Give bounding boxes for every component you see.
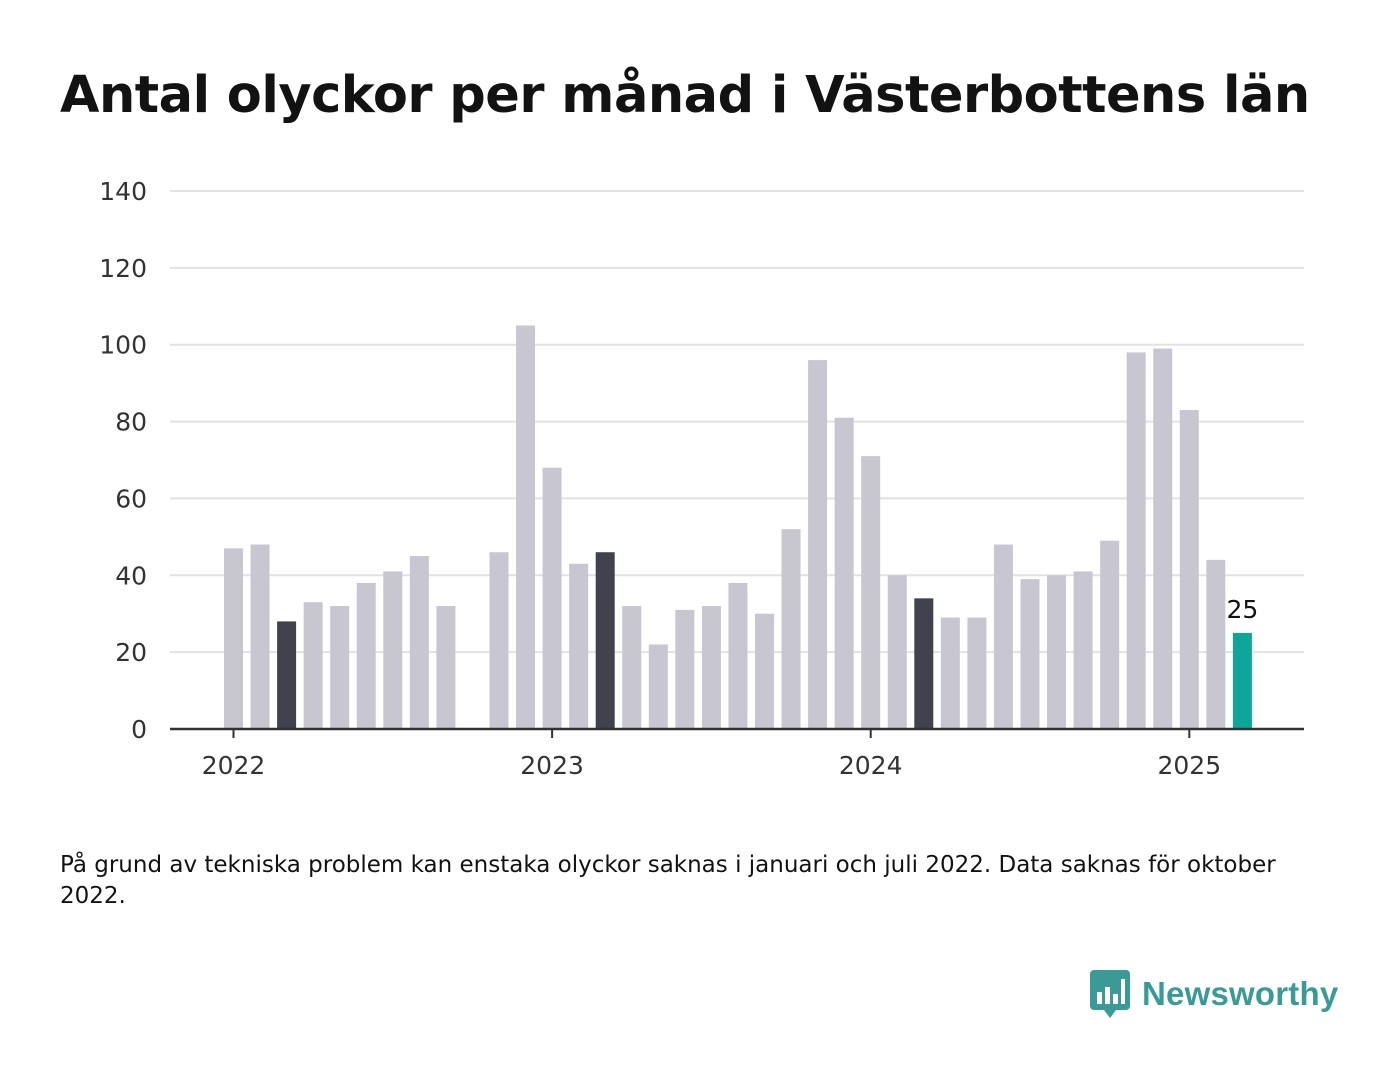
bars [224,325,1252,729]
x-axis [170,727,1304,738]
bar-2024-11 [1126,352,1146,729]
bar-2022-02 [250,544,270,729]
bar-chart-speech-bubble-icon [1090,970,1130,1018]
bar-2023-09 [755,613,774,729]
bar-2022-09 [436,606,456,729]
bar-2023-02 [569,563,589,729]
x-tick-label: 2025 [1157,751,1221,780]
bar-2022-08 [409,556,429,729]
y-axis-labels: 0 20 40 60 80 100 120 140 [99,177,147,744]
y-tick-label: 100 [99,331,147,360]
bar-2025-01 [1179,410,1199,729]
bar-2025-03 [1232,632,1252,729]
bar-2024-04 [940,617,960,729]
bar-2022-12 [516,325,536,729]
bar-2022-05 [330,606,350,729]
x-tick-label: 2023 [520,751,584,780]
y-tick-label: 80 [115,408,147,437]
logo-text: Newsworthy [1142,975,1339,1012]
bar-2024-09 [1073,571,1093,729]
bar-2023-05 [648,644,668,729]
bar-2023-12 [834,417,854,729]
bar-2024-05 [967,617,987,729]
newsworthy-logo: Newsworthy [1090,970,1338,1018]
bar-2022-03 [277,621,297,729]
latest-value-label: 25 [1226,595,1258,624]
bar-2023-11 [808,360,828,729]
chart-title: Antal olyckor per månad i Västerbottens … [60,66,1310,125]
bar-2022-06 [356,582,376,729]
bar-2023-04 [622,606,642,729]
bar-2023-06 [675,609,695,729]
bar-2022-01 [224,548,243,729]
bar-2022-07 [383,571,403,729]
y-tick-label: 140 [99,177,147,206]
bar-2025-02 [1206,559,1226,729]
x-axis-labels: 2022 2023 2024 2025 [202,751,1221,780]
bar-2024-01 [861,456,881,729]
y-tick-label: 20 [115,638,147,667]
bar-2024-06 [993,544,1013,729]
bar-2024-08 [1047,575,1067,729]
bar-2023-01 [542,467,562,729]
bar-2024-07 [1020,579,1040,729]
y-tick-label: 60 [115,484,147,513]
annotations: 25 [1224,592,1261,626]
bar-2023-10 [781,529,801,729]
bar-2024-10 [1100,540,1120,729]
bar-chart: 0 20 40 60 80 100 120 140 2022 2023 2024 2025 25 [99,177,1304,780]
bar-2022-04 [303,602,323,729]
y-tick-label: 40 [115,561,147,590]
bar-2023-07 [701,606,721,729]
x-tick-label: 2024 [839,751,903,780]
bar-2024-02 [887,575,907,729]
y-tick-label: 120 [99,254,147,283]
bar-2024-03 [914,598,934,729]
x-tick-label: 2022 [202,751,266,780]
bar-2022-11 [489,552,509,729]
bar-2023-08 [728,582,748,729]
y-tick-label: 0 [131,715,147,744]
bar-2024-12 [1153,348,1173,729]
bar-2023-03 [595,552,615,729]
footnote: På grund av tekniska problem kan enstaka… [60,852,1276,909]
